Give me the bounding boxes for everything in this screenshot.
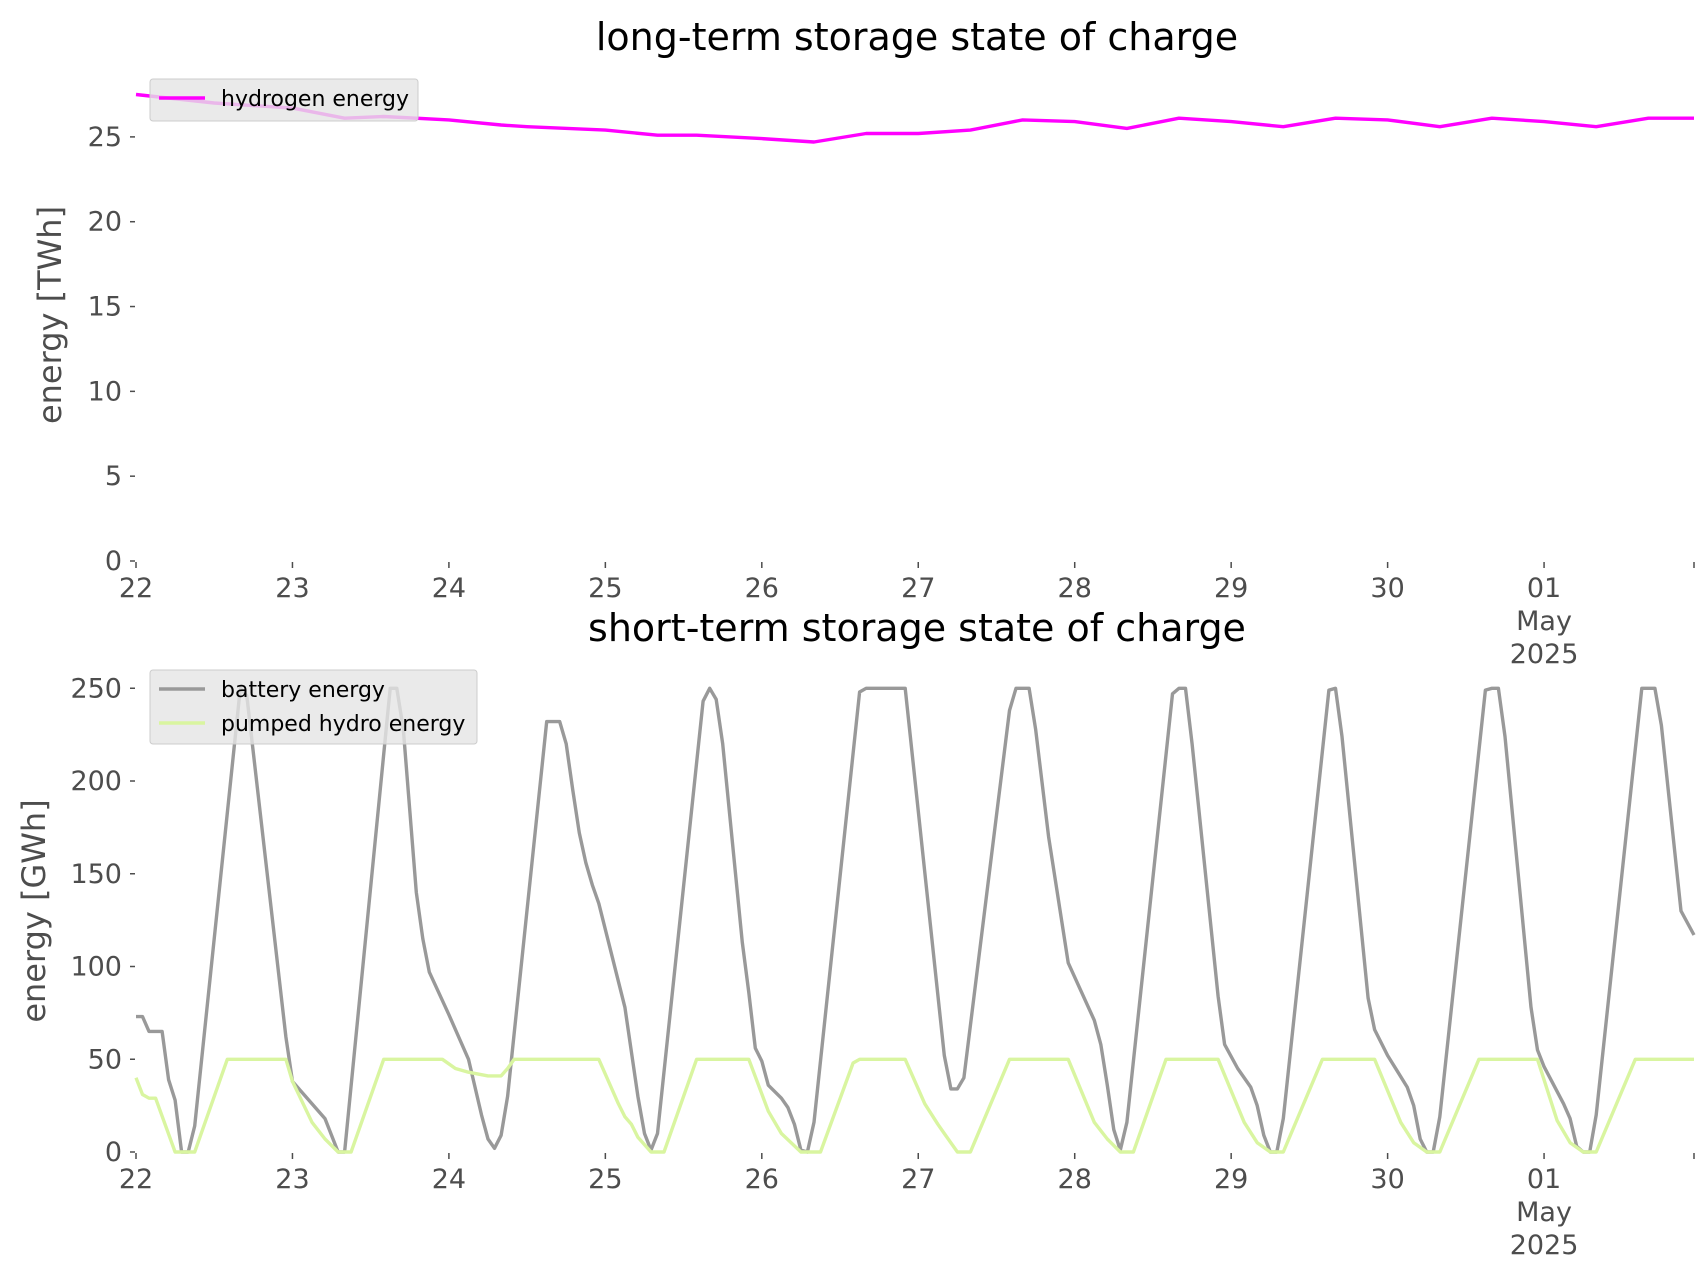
- x-tick-label: 22: [119, 1164, 153, 1195]
- legend: battery energy pumped hydro energy: [149, 669, 478, 745]
- y-tick-label: 50: [88, 1044, 122, 1075]
- y-tick-label: 100: [70, 952, 122, 983]
- x-tick-label: 25: [588, 1164, 622, 1195]
- x-tick-label: 24: [432, 573, 466, 604]
- series-line-hydrogen-energy: [135, 92, 1694, 144]
- y-tick-label: 250: [70, 673, 122, 704]
- chart-title: long-term storage state of charge: [596, 15, 1238, 59]
- x-tick-label: 26: [745, 573, 779, 604]
- x-tick-label: 23: [275, 1164, 309, 1195]
- short-term-storage-chart: short-term storage state of charge energ…: [15, 606, 1696, 1261]
- x-tick-label: May: [1516, 606, 1572, 637]
- legend: hydrogen energy: [149, 78, 419, 122]
- legend-box: [149, 78, 419, 122]
- x-tick-label: 2025: [1510, 639, 1579, 670]
- x-tick-label: May: [1516, 1197, 1572, 1228]
- y-tick-label: 15: [88, 292, 122, 323]
- series-lines: [134, 686, 1696, 1154]
- legend-label: hydrogen energy: [221, 87, 409, 112]
- y-ticks: 0 5 10 15 20 25: [88, 122, 135, 577]
- y-tick-label: 200: [70, 766, 122, 797]
- x-tick-label: 30: [1370, 573, 1404, 604]
- legend-label: pumped hydro energy: [221, 712, 465, 737]
- legend-label: battery energy: [221, 678, 385, 703]
- x-tick-label: 25: [588, 573, 622, 604]
- x-tick-label: 27: [901, 573, 935, 604]
- chart-title: short-term storage state of charge: [588, 606, 1246, 650]
- x-tick-label: 2025: [1510, 1230, 1579, 1261]
- y-axis-label: energy [GWh]: [15, 799, 53, 1022]
- x-tick-label: 29: [1214, 573, 1248, 604]
- y-tick-label: 150: [70, 859, 122, 890]
- y-tick-label: 20: [88, 207, 122, 238]
- y-tick-label: 5: [105, 461, 122, 492]
- x-tick-label: 23: [275, 573, 309, 604]
- x-tick-label: 28: [1058, 1164, 1092, 1195]
- x-tick-label: 28: [1058, 573, 1092, 604]
- y-axis-label: energy [TWh]: [31, 206, 69, 424]
- y-tick-label: 0: [105, 1137, 122, 1168]
- x-tick-label: 01: [1527, 1164, 1561, 1195]
- long-term-storage-chart: long-term storage state of charge energy…: [31, 15, 1695, 670]
- x-tick-label: 29: [1214, 1164, 1248, 1195]
- x-tick-label: 27: [901, 1164, 935, 1195]
- y-tick-label: 10: [88, 376, 122, 407]
- series-lines: [135, 92, 1694, 144]
- x-tick-label: 24: [432, 1164, 466, 1195]
- x-tick-label: 26: [745, 1164, 779, 1195]
- y-ticks: 0 50 100 150 200 250: [70, 673, 135, 1168]
- x-tick-label: 30: [1370, 1164, 1404, 1195]
- y-tick-label: 25: [88, 122, 122, 153]
- x-tick-label: 01: [1527, 573, 1561, 604]
- series-line-pumped-hydro-energy: [134, 1057, 1694, 1154]
- y-tick-label: 0: [105, 546, 122, 577]
- x-tick-label: 22: [119, 573, 153, 604]
- legend-box: [149, 669, 478, 745]
